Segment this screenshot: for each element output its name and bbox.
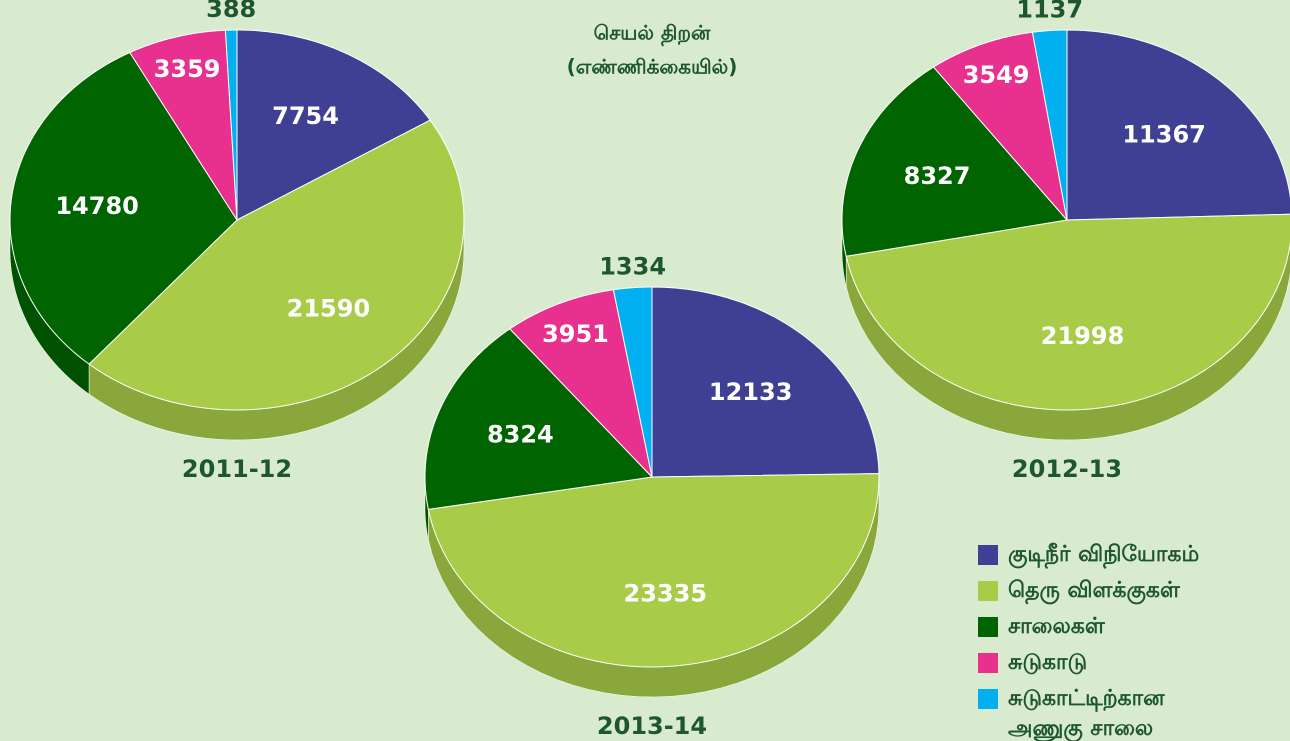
legend-label: சுடுகாட்டிற்கான அணுகு சாலை (1008, 686, 1165, 741)
pie-title: 2012-13 (1012, 455, 1122, 483)
value-label: 1137 (1016, 0, 1083, 24)
value-label: 8324 (487, 420, 554, 448)
chart-title: செயல் திறன் (594, 21, 711, 47)
legend-item: குடிநீர் விநியோகம் (978, 540, 1278, 570)
value-label: 388 (206, 0, 256, 23)
pie-slice (651, 286, 880, 478)
pie-slice (841, 66, 1068, 257)
legend-swatch (978, 545, 998, 565)
pie-slice (427, 473, 880, 668)
legend-label: குடிநீர் விநியோகம் (1008, 542, 1200, 567)
value-label: 12133 (709, 378, 793, 406)
pie-slice (612, 286, 653, 478)
value-label: 21590 (287, 295, 371, 323)
pie-slice (932, 31, 1068, 222)
legend-swatch (978, 689, 998, 709)
pie-slice (88, 119, 465, 411)
pie-slice (845, 213, 1290, 411)
value-label: 3951 (542, 320, 609, 348)
legend-item: சுடுகாடு (978, 648, 1278, 678)
value-label: 7754 (272, 102, 339, 130)
value-label: 14780 (55, 192, 139, 220)
value-label: 3549 (963, 61, 1030, 89)
legend-swatch (978, 653, 998, 673)
pie-slice (224, 29, 238, 221)
pie-slice (1066, 29, 1290, 221)
value-label: 21998 (1041, 322, 1125, 350)
pie-slice (129, 29, 238, 222)
legend-item: தெரு விளக்குகள் (978, 576, 1278, 606)
legend-label: சாலைகள் (1008, 614, 1105, 639)
pie-slice (424, 328, 654, 510)
value-label: 11367 (1122, 120, 1206, 148)
legend: குடிநீர் விநியோகம் தெரு விளக்குகள் சாலைகள்… (978, 540, 1278, 741)
value-label: 3359 (154, 55, 221, 83)
pie-slice (9, 51, 238, 365)
value-label: 23335 (624, 579, 708, 607)
legend-label: தெரு விளக்குகள் (1008, 578, 1180, 603)
legend-label: சுடுகாடு (1008, 650, 1088, 675)
value-label: 1334 (599, 253, 666, 281)
pie-title: 2011-12 (182, 455, 292, 483)
value-label: 8327 (904, 162, 971, 190)
pie-slice (1031, 29, 1068, 221)
pie-title: 2013-14 (597, 712, 707, 740)
legend-swatch (978, 581, 998, 601)
chart-subtitle: (எண்ணிக்கையில்) (567, 55, 738, 79)
legend-item: சுடுகாட்டிற்கான அணுகு சாலை (978, 684, 1278, 741)
legend-item: சாலைகள் (978, 612, 1278, 642)
pie-slice (236, 29, 431, 221)
pie-slice (509, 289, 653, 479)
legend-swatch (978, 617, 998, 637)
